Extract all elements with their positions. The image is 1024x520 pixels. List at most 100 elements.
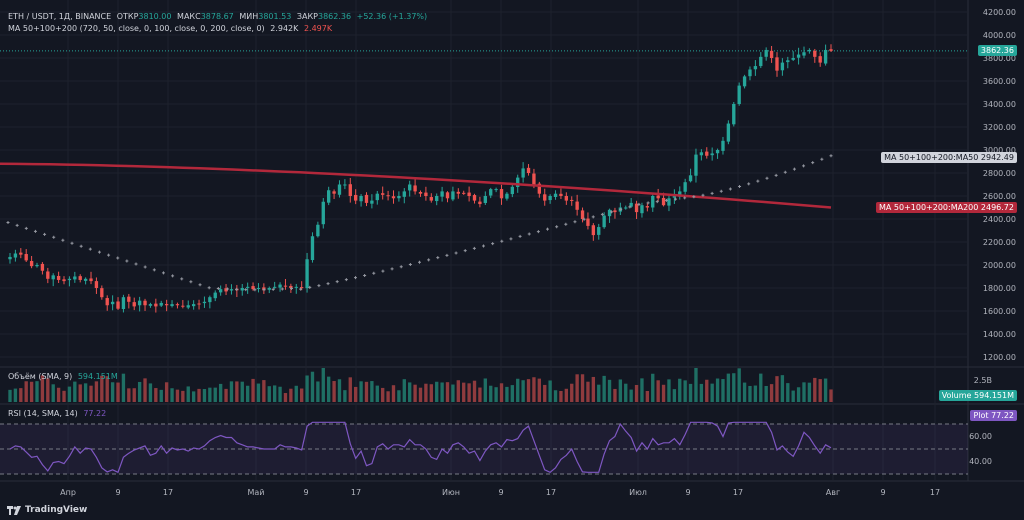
- ma50-marker: [765, 176, 769, 180]
- brand-label: TradingView: [25, 505, 88, 515]
- volume-bar: [327, 376, 331, 402]
- ma50-marker: [463, 249, 467, 253]
- candle-body: [40, 263, 45, 271]
- rsi-tag-value: 77.22: [991, 411, 1014, 420]
- volume-bar: [73, 381, 77, 402]
- ma50-marker: [353, 276, 357, 280]
- volume-bar: [780, 375, 785, 402]
- ma50-marker: [299, 287, 303, 291]
- ma50-marker: [664, 198, 668, 202]
- volume-bar: [629, 389, 633, 402]
- candle-body: [629, 202, 633, 207]
- ma50-marker: [171, 274, 175, 278]
- candle-body: [732, 104, 736, 125]
- volume-bar: [170, 388, 174, 402]
- volume-bar: [478, 387, 482, 402]
- ma50-marker: [125, 259, 129, 263]
- volume-bar: [251, 378, 255, 402]
- time-tick-label: Апр: [60, 488, 76, 497]
- volume-bar: [580, 374, 585, 402]
- candle-body: [678, 191, 682, 197]
- candle-body: [19, 252, 23, 255]
- ma50-marker: [88, 247, 92, 251]
- candle-body: [310, 236, 315, 261]
- volume-bar: [35, 381, 39, 402]
- rsi-line: [9, 421, 832, 474]
- candle-body: [127, 296, 131, 302]
- candle-body: [100, 288, 104, 298]
- last-price-value: 3862.36: [980, 46, 1014, 55]
- volume-bar: [645, 390, 650, 402]
- volume-bar: [791, 390, 795, 402]
- volume-bar: [397, 390, 401, 402]
- candle-body: [164, 304, 169, 306]
- ma50-marker: [253, 288, 257, 292]
- volume-bar: [413, 384, 417, 402]
- candle-body: [299, 287, 304, 289]
- volume-bar: [354, 386, 358, 402]
- candle-body: [753, 66, 758, 70]
- candle-body: [683, 182, 687, 192]
- candle-body: [786, 60, 790, 63]
- candle-body: [197, 303, 201, 305]
- volume-bar: [445, 382, 450, 402]
- ma50-marker: [52, 235, 56, 239]
- tradingview-logo[interactable]: TradingView: [7, 505, 87, 515]
- time-tick-label: 9: [303, 488, 308, 497]
- time-tick-label: 17: [351, 488, 361, 497]
- price-tick-label: 2800.00: [983, 169, 1016, 178]
- candle-body: [132, 302, 136, 307]
- candle-body: [62, 279, 66, 282]
- volume-bar: [262, 380, 266, 402]
- volume-bar: [683, 380, 687, 402]
- volume-bar: [218, 383, 223, 402]
- candle-body: [413, 185, 417, 192]
- candle-body: [559, 193, 563, 196]
- volume-bar: [310, 371, 315, 402]
- ma50-marker: [180, 277, 184, 281]
- last-price-tag: 3862.36: [977, 45, 1017, 56]
- rsi-legend: RSI (14, SMA, 14) 77.22: [8, 409, 109, 418]
- price-tick-label: 3600.00: [983, 77, 1016, 86]
- volume-bar: [370, 381, 374, 402]
- low-value: 3801.53: [258, 12, 292, 21]
- candle-body: [624, 207, 628, 209]
- close-label: ЗАКР: [296, 12, 318, 21]
- ma50-marker: [783, 170, 787, 174]
- candle-body: [807, 49, 812, 52]
- volume-bar: [526, 379, 531, 402]
- volume-bar: [391, 385, 396, 402]
- ma50-marker: [235, 287, 239, 291]
- volume-bar: [456, 380, 460, 402]
- ma50-marker: [811, 161, 815, 165]
- volume-bar: [89, 385, 93, 402]
- volume-bar: [721, 379, 725, 402]
- volume-bar: [137, 381, 142, 402]
- candle-body: [289, 285, 293, 288]
- ma50-marker: [564, 222, 568, 226]
- volume-bar: [742, 382, 747, 402]
- candle-body: [213, 292, 217, 299]
- volume-bar: [67, 386, 72, 402]
- candle-body: [796, 54, 801, 58]
- candle-body: [116, 301, 120, 309]
- candle-body: [321, 201, 325, 225]
- candle-body: [105, 298, 109, 306]
- candle-body: [370, 200, 374, 204]
- price-tick-label: 1600.00: [983, 307, 1016, 316]
- candle-body: [397, 196, 401, 199]
- volume-bar: [764, 385, 768, 402]
- candle-body: [51, 275, 55, 280]
- volume-bar: [472, 380, 477, 402]
- candle-body: [516, 177, 520, 188]
- candle-body: [769, 50, 774, 58]
- price-tick-label: 1400.00: [983, 330, 1016, 339]
- volume-bar: [483, 378, 487, 402]
- volume-bar: [197, 388, 201, 402]
- candle-body: [640, 205, 644, 214]
- price-tick-label: 3000.00: [983, 146, 1016, 155]
- candle-body: [110, 301, 115, 305]
- candle-body: [580, 210, 585, 219]
